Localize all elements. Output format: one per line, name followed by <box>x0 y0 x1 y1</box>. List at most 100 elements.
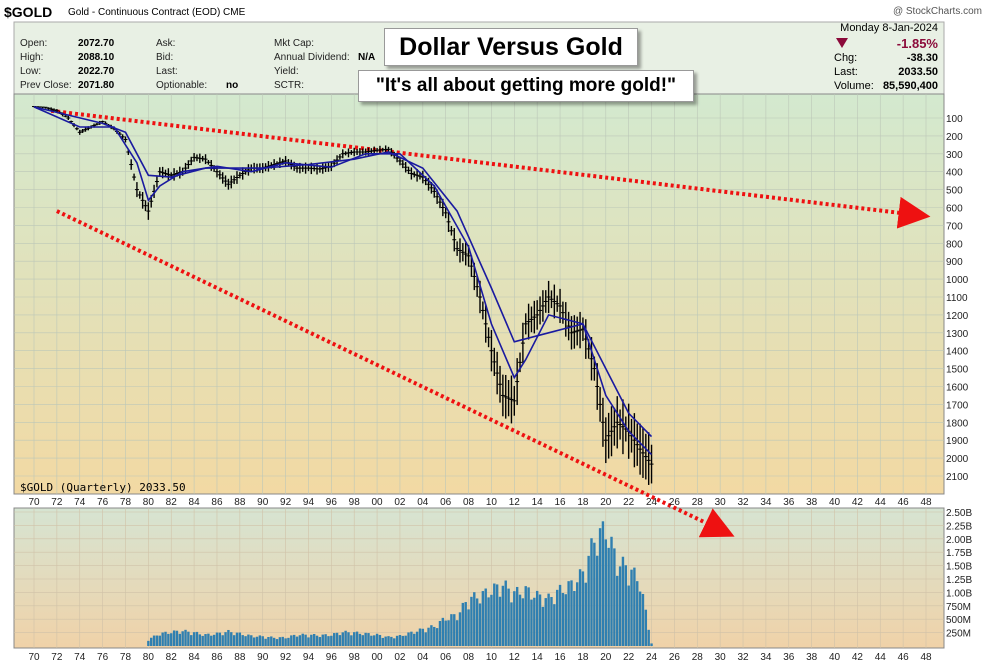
x-tick-label: 08 <box>463 652 475 663</box>
volume-bar <box>181 631 184 646</box>
volume-bar <box>596 555 599 646</box>
volume-bar <box>490 594 493 646</box>
x-tick-label: 26 <box>669 497 681 508</box>
volume-tick-label: 750M <box>946 602 971 613</box>
x-tick-label: 10 <box>486 497 498 508</box>
volume-bar <box>558 584 562 646</box>
volume-bar <box>524 586 527 646</box>
volume-bar <box>616 575 619 646</box>
annual-dividend-label: Annual Dividend: <box>274 52 350 63</box>
x-tick-label: 36 <box>783 497 795 508</box>
volume-tick-label: 2.50B <box>946 508 972 519</box>
volume-bar <box>232 635 236 646</box>
x-tick-label: 34 <box>760 497 772 508</box>
volume-bar <box>327 636 330 646</box>
volume-bar <box>470 596 473 646</box>
stockcharts-brand[interactable]: @ StockCharts.com <box>892 6 982 17</box>
x-tick-label: 94 <box>303 652 315 663</box>
volume-bar <box>292 634 296 646</box>
x-tick-label: 12 <box>509 497 521 508</box>
volume-bar <box>564 594 567 646</box>
volume-bar <box>644 609 648 646</box>
volume-bar <box>190 635 193 646</box>
price-tick-label: 1900 <box>946 436 969 447</box>
x-tick-label: 40 <box>829 652 841 663</box>
x-tick-label: 90 <box>257 497 269 508</box>
x-tick-label: 28 <box>692 497 704 508</box>
volume-bar <box>533 597 536 646</box>
volume-bar <box>353 632 356 646</box>
x-tick-label: 82 <box>166 652 178 663</box>
volume-bar <box>290 635 293 646</box>
volume-bar <box>633 567 636 646</box>
x-tick-label: 04 <box>417 497 429 508</box>
volume-bar <box>172 630 176 646</box>
price-tick-label: 700 <box>946 221 963 232</box>
volume-bar <box>330 635 333 646</box>
price-tick-label: 1300 <box>946 329 969 340</box>
ticker-symbol: $GOLD <box>4 4 53 20</box>
volume-bar <box>627 585 630 646</box>
volume-bar <box>481 591 485 646</box>
x-tick-label: 20 <box>600 652 612 663</box>
volume-bar <box>204 634 207 646</box>
volume-bar <box>638 591 642 646</box>
volume-tick-label: 2.25B <box>946 521 972 532</box>
volume-bar <box>495 584 499 646</box>
volume-bar <box>184 629 187 646</box>
volume-bar <box>624 565 628 646</box>
volume-bar <box>164 631 167 646</box>
x-tick-label: 46 <box>898 652 910 663</box>
volume-bar <box>513 591 516 646</box>
volume-bar <box>332 633 336 646</box>
x-tick-label: 00 <box>372 497 384 508</box>
volume-bar <box>301 633 304 646</box>
volume-bar <box>358 633 362 646</box>
volume-bar <box>647 629 650 646</box>
chart-title-box: Dollar Versus Gold <box>384 28 638 66</box>
volume-bar <box>636 581 639 646</box>
volume-bar <box>473 592 476 646</box>
volume-bar <box>581 571 585 646</box>
volume-tick-label: 250M <box>946 629 971 640</box>
volume-bar <box>593 542 596 646</box>
optionable-label: Optionable: <box>156 80 208 91</box>
volume-bar <box>315 635 319 646</box>
volume-bar <box>198 634 202 646</box>
volume-bar <box>210 635 213 646</box>
volume-bar <box>367 633 370 646</box>
volume-bar <box>510 602 513 646</box>
x-tick-label: 34 <box>760 652 772 663</box>
x-tick-label: 22 <box>623 497 635 508</box>
volume-bar <box>641 593 645 646</box>
volume-bar <box>601 521 605 646</box>
x-tick-label: 78 <box>120 652 132 663</box>
volume-bar <box>235 632 239 646</box>
volume-bar <box>298 635 302 646</box>
volume-bar <box>258 635 262 646</box>
x-tick-label: 22 <box>623 652 635 663</box>
x-tick-label: 02 <box>394 652 406 663</box>
volume-bar <box>590 538 593 646</box>
volume-bar <box>338 635 342 646</box>
volume-bar <box>621 556 625 646</box>
volume-bar <box>576 582 579 646</box>
volume-bar <box>364 632 367 646</box>
volume-bar <box>227 629 230 646</box>
x-tick-label: 30 <box>715 652 727 663</box>
price-tick-label: 100 <box>946 114 963 125</box>
volume-bar <box>224 632 227 646</box>
volume-bar <box>530 599 533 646</box>
volume-bar <box>167 633 170 646</box>
volume-bar <box>587 555 590 646</box>
volume-bar <box>435 628 439 646</box>
x-tick-label: 48 <box>920 497 932 508</box>
price-tick-label: 1000 <box>946 275 969 286</box>
x-tick-label: 80 <box>143 497 155 508</box>
x-tick-label: 92 <box>280 652 292 663</box>
price-tick-label: 2000 <box>946 454 969 465</box>
volume-bar <box>410 631 413 646</box>
volume-bar <box>507 588 510 646</box>
mkt-cap-label: Mkt Cap: <box>274 38 315 49</box>
